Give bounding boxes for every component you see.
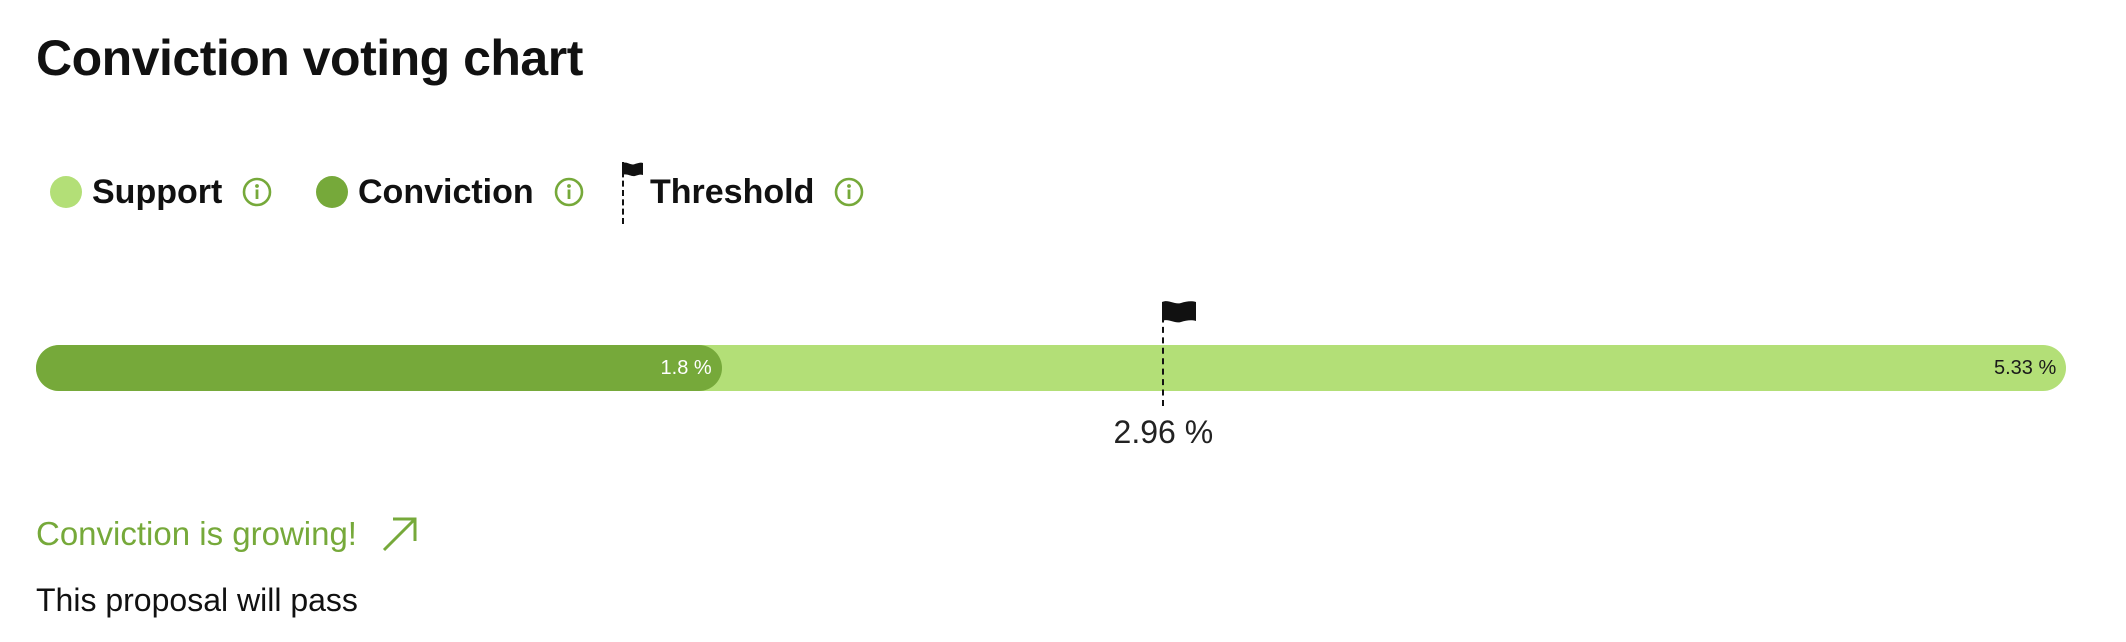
conviction-value-label: 1.8 % — [660, 357, 712, 379]
conviction-bar — [36, 345, 722, 391]
threshold-marker — [1162, 296, 1202, 408]
conviction-bar-chart: 1.8 % 5.33 % — [36, 345, 2066, 391]
threshold-value-label: 2.96 % — [1113, 414, 1214, 450]
legend-label-support: Support — [92, 172, 223, 211]
proposal-outcome: This proposal will pass — [36, 582, 358, 618]
info-circle-icon[interactable] — [554, 177, 584, 207]
legend-label-threshold: Threshold — [650, 172, 815, 211]
trend-text: Conviction is growing! — [36, 515, 357, 552]
info-circle-icon[interactable] — [834, 177, 864, 207]
support-value-label: 5.33 % — [1994, 357, 2057, 379]
info-circle-icon[interactable] — [242, 177, 272, 207]
conviction-swatch — [316, 176, 348, 208]
support-swatch — [50, 176, 82, 208]
conviction-trend: Conviction is growing! — [36, 515, 419, 553]
page-title: Conviction voting chart — [36, 30, 583, 86]
legend-item-support: Support — [50, 156, 272, 228]
arrow-up-right-icon — [382, 517, 417, 552]
flag-icon — [620, 156, 644, 228]
legend-item-conviction: Conviction — [316, 156, 584, 228]
flag-icon — [1162, 301, 1197, 323]
chart-legend: Support Conviction Threshold — [50, 156, 1050, 228]
legend-label-conviction: Conviction — [358, 172, 534, 211]
legend-item-threshold: Threshold — [620, 156, 864, 228]
